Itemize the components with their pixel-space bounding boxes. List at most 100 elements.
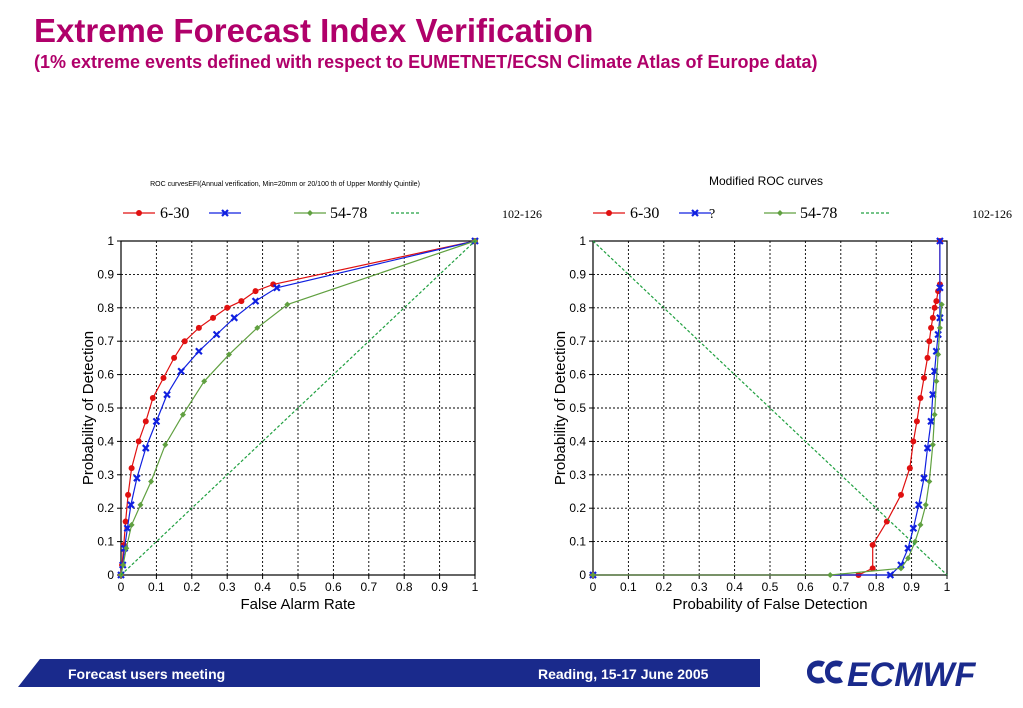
chart-title: ROC curvesEFI(Annual verification, Min=2… bbox=[150, 181, 420, 188]
x-tick-label: 0.7 bbox=[832, 580, 849, 594]
data-point bbox=[917, 394, 924, 401]
data-point bbox=[272, 283, 281, 292]
data-point bbox=[142, 444, 150, 452]
x-tick-label: 0.4 bbox=[254, 580, 271, 594]
y-tick-label: 0.6 bbox=[97, 368, 114, 382]
x-tick-label: 0.1 bbox=[620, 580, 637, 594]
data-point bbox=[160, 374, 167, 381]
legend: 6-30 54-78 102-126? bbox=[593, 205, 1012, 222]
legend-marker bbox=[221, 209, 229, 217]
data-point bbox=[936, 283, 944, 292]
data-point bbox=[123, 524, 132, 533]
y-tick-label: 0.2 bbox=[97, 501, 114, 515]
data-point bbox=[926, 478, 933, 485]
y-tick-label: 0.5 bbox=[97, 401, 114, 415]
footer-bar bbox=[18, 659, 760, 687]
data-point bbox=[917, 521, 924, 528]
data-point bbox=[927, 417, 935, 426]
y-tick-label: 1 bbox=[579, 234, 586, 248]
data-point bbox=[886, 571, 895, 579]
data-point bbox=[914, 501, 923, 509]
logo-text: ECMWF bbox=[847, 656, 977, 692]
data-point bbox=[254, 324, 261, 331]
y-axis-label: Probability of Detection bbox=[80, 331, 97, 485]
data-point bbox=[920, 474, 928, 482]
y-tick-label: 0.5 bbox=[569, 401, 586, 415]
x-tick-label: 0.1 bbox=[148, 580, 165, 594]
y-tick-label: 0.1 bbox=[97, 535, 114, 549]
series-line bbox=[120, 240, 476, 576]
data-point bbox=[135, 438, 142, 445]
x-tick-label: 0.7 bbox=[360, 580, 377, 594]
data-point bbox=[909, 524, 918, 533]
x-tick-label: 0.5 bbox=[762, 580, 779, 594]
series-line bbox=[592, 240, 948, 576]
series-line bbox=[120, 240, 476, 576]
data-point bbox=[195, 347, 203, 355]
data-point bbox=[210, 314, 217, 321]
y-tick-label: 0.4 bbox=[97, 434, 114, 448]
data-point bbox=[128, 521, 135, 528]
data-point bbox=[938, 301, 945, 308]
data-point bbox=[212, 330, 221, 339]
data-point bbox=[171, 354, 178, 361]
x-tick-label: 0.4 bbox=[726, 580, 743, 594]
y-tick-label: 0 bbox=[579, 568, 586, 582]
data-point bbox=[933, 298, 940, 305]
data-point bbox=[926, 338, 933, 345]
x-tick-label: 0.2 bbox=[655, 580, 672, 594]
ecmwf-logo: ECMWF bbox=[807, 656, 977, 692]
data-point bbox=[148, 478, 155, 485]
data-point bbox=[122, 518, 129, 525]
x-tick-label: 0.9 bbox=[431, 580, 448, 594]
data-point bbox=[181, 338, 188, 345]
data-point bbox=[923, 444, 932, 452]
y-tick-label: 0.1 bbox=[569, 535, 586, 549]
data-point bbox=[224, 304, 231, 311]
data-point bbox=[137, 501, 144, 508]
data-point bbox=[162, 441, 169, 448]
data-point bbox=[284, 301, 291, 308]
legend-label: ? bbox=[709, 207, 715, 222]
data-point bbox=[931, 304, 938, 311]
series-line bbox=[593, 304, 943, 576]
x-tick-label: 0 bbox=[590, 580, 597, 594]
data-point bbox=[120, 561, 127, 568]
series-3 bbox=[590, 301, 945, 578]
data-point bbox=[149, 394, 156, 401]
x-tick-label: 1 bbox=[472, 580, 479, 594]
footer-event-label: Forecast users meeting bbox=[68, 666, 226, 682]
data-point bbox=[225, 351, 232, 358]
data-point bbox=[906, 465, 913, 472]
y-tick-label: 0.7 bbox=[97, 334, 114, 348]
legend-label: 102-126 bbox=[972, 207, 1012, 221]
x-tick-label: 0.8 bbox=[396, 580, 413, 594]
y-tick-label: 0.4 bbox=[569, 434, 586, 448]
y-tick-label: 0 bbox=[107, 568, 114, 582]
legend-label: 102-126 bbox=[502, 207, 542, 221]
data-point bbox=[252, 288, 259, 295]
x-tick-label: 1 bbox=[944, 580, 951, 594]
chart-title: Modified ROC curves bbox=[709, 174, 823, 188]
data-point bbox=[128, 465, 135, 472]
footer-date-label: Reading, 15-17 June 2005 bbox=[538, 666, 709, 682]
legend-label: 54-78 bbox=[330, 205, 367, 222]
data-point bbox=[931, 411, 938, 418]
page-subtitle: (1% extreme events defined with respect … bbox=[34, 52, 818, 72]
data-point bbox=[195, 324, 202, 331]
data-point bbox=[929, 314, 936, 321]
data-point bbox=[897, 561, 905, 569]
x-tick-label: 0.9 bbox=[903, 580, 920, 594]
y-tick-label: 0.9 bbox=[569, 267, 586, 281]
legend-label: 6-30 bbox=[630, 205, 659, 222]
data-point bbox=[922, 501, 929, 508]
data-point bbox=[897, 565, 904, 572]
data-point bbox=[177, 367, 185, 376]
data-point bbox=[924, 354, 931, 361]
data-point bbox=[936, 324, 943, 331]
y-axis-label: Probability of Detection bbox=[552, 331, 569, 485]
data-point bbox=[904, 544, 912, 553]
y-tick-label: 0.3 bbox=[569, 468, 586, 482]
chart-1: ROC curvesEFI(Annual verification, Min=2… bbox=[80, 181, 715, 613]
